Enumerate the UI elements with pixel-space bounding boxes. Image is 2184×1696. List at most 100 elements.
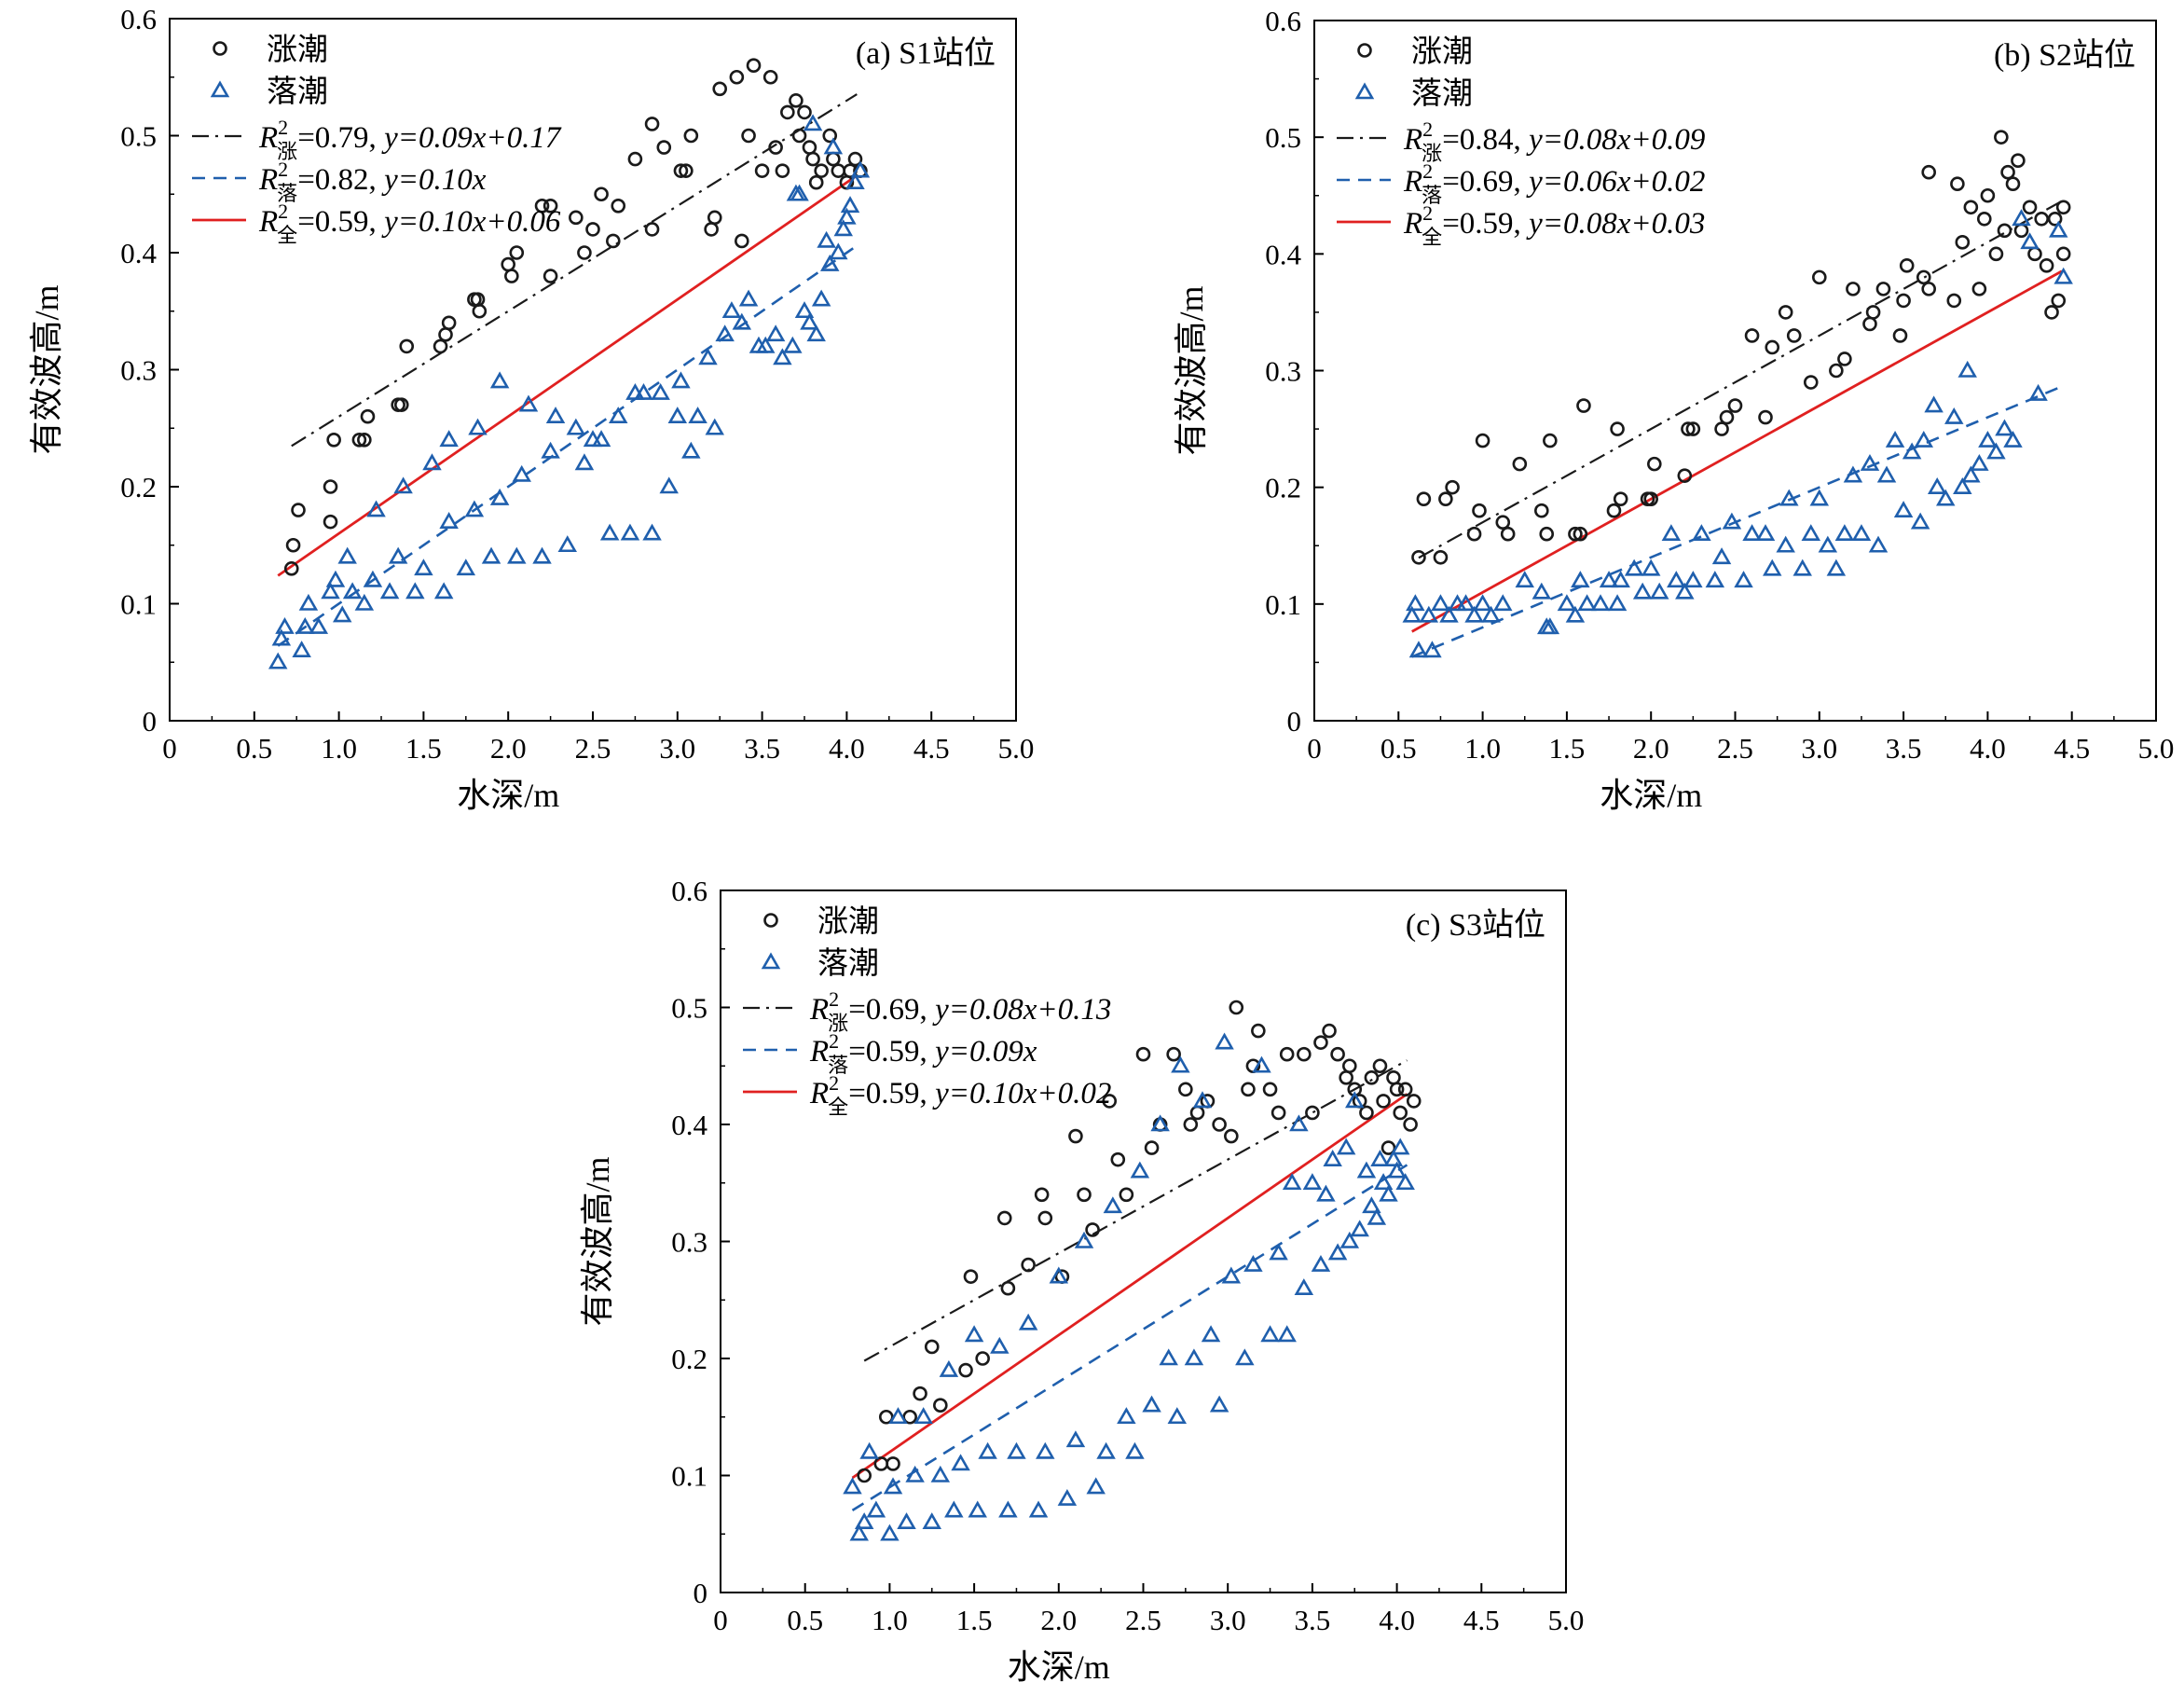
- data-point: [1028, 1500, 1049, 1518]
- data-point: [808, 174, 824, 190]
- x-tick-label: 3.5: [744, 732, 780, 765]
- x-tick-label: 5.0: [2138, 732, 2175, 765]
- data-point: [1976, 211, 1992, 227]
- data-point: [1661, 524, 1682, 542]
- data-point: [326, 432, 341, 448]
- data-point: [1411, 549, 1426, 565]
- data-point: [732, 312, 752, 330]
- x-tick-label: 2.5: [1717, 732, 1753, 765]
- data-point: [1862, 316, 1877, 332]
- data-point: [532, 546, 552, 564]
- data-point: [1327, 1243, 1348, 1261]
- y-tick-label: 0.3: [120, 354, 157, 387]
- x-tick-label: 2.5: [1125, 1604, 1161, 1636]
- data-point: [1370, 1150, 1390, 1166]
- data-point: [1543, 433, 1558, 448]
- data-point: [822, 128, 838, 144]
- data-point: [1647, 456, 1662, 472]
- x-tick-label: 0.5: [236, 732, 272, 765]
- data-point: [642, 523, 662, 541]
- data-point: [1860, 454, 1880, 471]
- data-point: [1481, 605, 1501, 623]
- data-point: [1339, 1070, 1353, 1085]
- data-point: [2054, 267, 2073, 284]
- data-point: [1150, 1114, 1170, 1132]
- data-point: [1433, 549, 1449, 565]
- data-point: [577, 245, 592, 260]
- x-tick-label: 1.0: [321, 732, 357, 765]
- data-point: [543, 269, 558, 283]
- data-point: [608, 407, 628, 424]
- data-point: [1192, 1091, 1213, 1109]
- data-point: [1685, 421, 1701, 436]
- y-tick-label: 0.4: [671, 1109, 707, 1141]
- data-point: [1166, 1046, 1181, 1062]
- data-point: [1843, 465, 1863, 483]
- data-point: [1034, 1187, 1050, 1203]
- data-point: [1117, 1407, 1136, 1425]
- data-point: [754, 163, 770, 178]
- data-point: [574, 453, 595, 471]
- data-point: [295, 616, 315, 634]
- data-point: [323, 514, 338, 530]
- data-point: [1571, 571, 1590, 588]
- data-point: [814, 163, 829, 178]
- data-point: [275, 616, 295, 634]
- data-point: [569, 210, 584, 226]
- data-point: [1262, 1082, 1278, 1097]
- data-point: [944, 1500, 964, 1518]
- data-point: [1438, 491, 1453, 506]
- x-tick-label: 4.0: [1970, 732, 2006, 765]
- data-point: [888, 1407, 908, 1425]
- data-point: [468, 418, 488, 435]
- data-point: [1383, 1150, 1404, 1166]
- data-point: [1395, 1173, 1415, 1191]
- data-point: [721, 301, 742, 319]
- x-axis-title: 水深/m: [457, 777, 559, 814]
- data-point: [1364, 1070, 1380, 1085]
- data-point: [591, 430, 611, 448]
- data-point: [964, 1325, 984, 1343]
- data-point: [659, 476, 679, 494]
- x-tick-label: 0: [713, 1604, 728, 1636]
- legend-fit-label: R2 落=0.59, y=0.09x: [809, 1029, 1037, 1077]
- data-point: [291, 503, 306, 517]
- data-point: [1294, 1278, 1314, 1295]
- data-point: [1675, 582, 1695, 600]
- legend-fit-label: R2 全=0.59, y=0.10x+0.02: [809, 1071, 1111, 1119]
- data-point: [1599, 571, 1619, 588]
- data-point: [2013, 223, 2029, 239]
- data-point: [1755, 524, 1776, 542]
- x-tick-label: 4.5: [913, 732, 950, 765]
- data-point: [1829, 363, 1844, 379]
- data-point: [1456, 594, 1476, 612]
- data-point: [1876, 465, 1897, 483]
- data-point: [1302, 1173, 1323, 1191]
- data-point: [325, 570, 346, 587]
- legend-fit-label: R2 落=0.69, y=0.06x+0.02: [1403, 159, 1705, 207]
- fit-line: [863, 1059, 1408, 1362]
- data-point: [2034, 211, 2049, 227]
- data-point: [1049, 1266, 1069, 1284]
- data-point: [847, 151, 863, 167]
- data-point: [1130, 1161, 1150, 1179]
- data-point: [1065, 1430, 1086, 1448]
- data-point: [1711, 547, 1732, 565]
- data-point: [1577, 594, 1597, 612]
- data-point: [1532, 582, 1552, 600]
- data-point: [845, 172, 865, 189]
- data-point: [715, 324, 735, 342]
- x-tick-label: 3.0: [1210, 1604, 1246, 1636]
- x-tick-label: 3.5: [1886, 732, 1922, 765]
- data-point: [271, 628, 292, 646]
- data-point: [1473, 594, 1492, 612]
- data-point: [627, 151, 643, 167]
- data-point: [1167, 1407, 1188, 1425]
- data-point: [789, 93, 804, 108]
- x-tick-label: 0.5: [787, 1604, 823, 1636]
- data-point: [963, 1269, 979, 1284]
- data-point: [1722, 512, 1742, 530]
- data-point: [507, 546, 527, 564]
- data-point: [1892, 328, 1908, 343]
- data-point: [1279, 1046, 1295, 1062]
